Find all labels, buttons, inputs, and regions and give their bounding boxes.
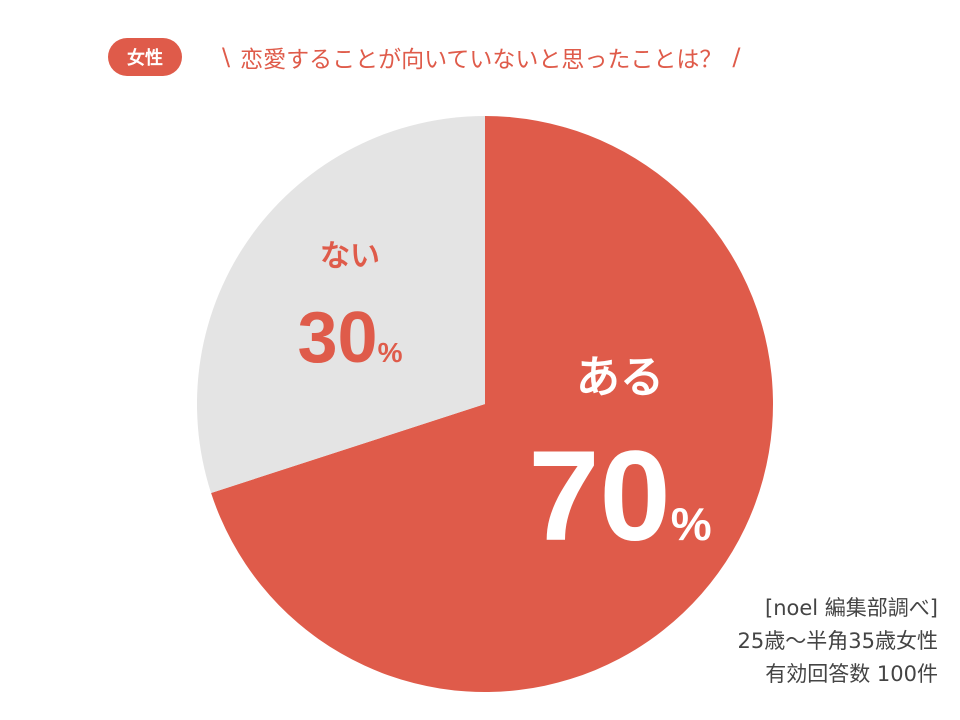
slice-value-label: 70% (528, 425, 711, 568)
pie-slice-aru (211, 116, 774, 693)
source-line-3: 有効回答数 100件 (765, 662, 938, 686)
source-line-1: [noel 編集部調べ] (765, 596, 938, 620)
source-note: [noel 編集部調べ] 25歳～半角35歳女性 有効回答数 100件 (738, 592, 938, 691)
pie-slice-nai (196, 116, 485, 493)
slice-category-label: ある (576, 352, 664, 403)
source-line-2: 25歳～半角35歳女性 (737, 629, 938, 653)
title-close-mark: / (732, 43, 741, 71)
title-open-mark: \ (222, 43, 231, 71)
chart-title: \ 恋愛することが向いていないと思ったことは？ / (222, 38, 741, 76)
gender-badge: 女性 (108, 38, 182, 76)
slice-value-label: 30% (298, 298, 403, 378)
title-question: 恋愛することが向いていないと思ったことは？ (240, 47, 723, 73)
slice-category-label: ない (320, 239, 380, 274)
